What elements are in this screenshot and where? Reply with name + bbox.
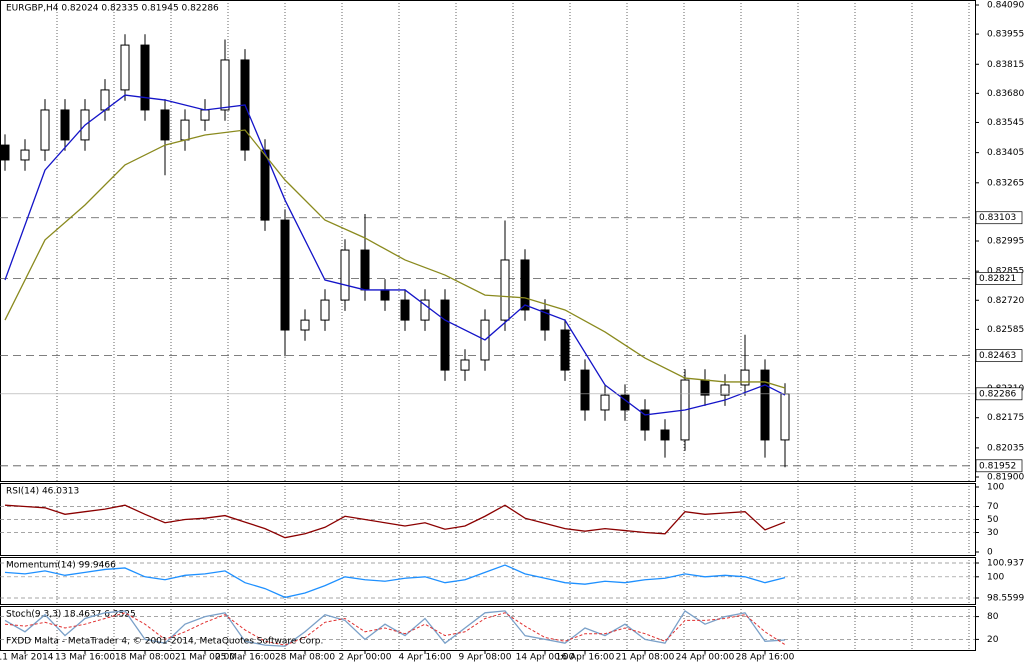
current-price-label: 0.82286	[979, 389, 1016, 399]
candle-body	[460, 359, 470, 371]
price-label: 0.82463	[979, 351, 1016, 361]
y-tick-label: 0.82995	[987, 237, 1024, 247]
x-tick-label: 24 Apr 00:00	[676, 653, 735, 663]
candle-body	[540, 309, 550, 331]
price-label: 0.81952	[979, 461, 1016, 471]
candle-body	[520, 259, 530, 311]
candle-body	[600, 394, 610, 411]
indicator-title: EURGBP,H4 0.82024 0.82335 0.81945 0.8228…	[6, 4, 219, 14]
y-tick-label: 0.82585	[987, 325, 1024, 335]
candle-body	[0, 144, 10, 161]
candle-body	[120, 44, 130, 91]
price-label: 0.82821	[979, 274, 1016, 284]
y-tick-label: 0.83405	[987, 148, 1024, 158]
moving-average	[4, 129, 786, 389]
y-tick-label: 70	[987, 502, 999, 512]
candle-body	[100, 89, 110, 111]
x-tick-label: 14 Apr 00:00	[516, 653, 575, 663]
candle-body	[340, 249, 350, 301]
candle-body	[20, 149, 30, 161]
stochastic-line	[4, 612, 786, 646]
price-label-box	[975, 349, 1023, 363]
candle-body	[60, 109, 70, 141]
candle-body	[140, 44, 150, 111]
y-tick-label: 0.83265	[987, 178, 1024, 188]
candle-body	[760, 369, 770, 441]
candle-body	[780, 393, 790, 441]
candle-body	[700, 379, 710, 396]
price-label: 0.83103	[979, 213, 1016, 223]
indicator-line	[4, 564, 786, 599]
y-tick-label: 0.83680	[987, 89, 1024, 99]
candle-body	[720, 384, 730, 396]
moving-average	[4, 94, 786, 416]
y-tick-label: 50	[987, 515, 999, 525]
x-tick-label: 21 Mar 00:00	[175, 653, 235, 663]
y-tick-label: 0	[987, 548, 993, 558]
price-label-box	[975, 211, 1023, 225]
y-tick-label: 100.9379	[987, 558, 1024, 568]
indicator-title: Momentum(14) 99.9466	[6, 561, 116, 571]
y-tick-label: 0.83815	[987, 60, 1024, 70]
footer-credit: FXDD Malta - MetaTrader 4, © 2001-2014, …	[6, 637, 323, 647]
x-tick-label: 13 Mar 16:00	[55, 653, 115, 663]
pane-frame	[0, 606, 976, 651]
candle-body	[740, 369, 750, 386]
x-tick-label: 18 Mar 08:00	[115, 653, 175, 663]
x-tick-label: 16 Apr 16:00	[556, 653, 615, 663]
x-tick-label: 21 Apr 08:00	[616, 653, 675, 663]
candle-body	[280, 219, 290, 331]
candle-body	[300, 319, 310, 331]
candle-body	[220, 59, 230, 111]
x-tick-label: 28 Mar 08:00	[275, 653, 335, 663]
indicator-title: RSI(14) 46.0313	[6, 487, 79, 497]
x-tick-label: 11 Mar 2014	[0, 653, 54, 663]
candle-body	[400, 299, 410, 321]
x-tick-label: 25 Mar 16:00	[215, 653, 275, 663]
x-tick-label: 9 Apr 08:00	[459, 653, 512, 663]
y-tick-label: 100	[987, 572, 1004, 582]
y-tick-label: 0.82035	[987, 443, 1024, 453]
candle-body	[260, 149, 270, 221]
price-label-box	[975, 272, 1023, 285]
candle-body	[420, 299, 430, 321]
y-tick-label: 0.82175	[987, 413, 1024, 423]
pane-frame	[0, 557, 976, 605]
candle-body	[160, 109, 170, 141]
y-tick-label: 0.82855	[987, 267, 1024, 277]
candle-body	[580, 369, 590, 411]
x-tick-label: 2 Apr 00:00	[339, 653, 392, 663]
indicator-line	[4, 504, 786, 539]
stochastic-line	[4, 609, 786, 647]
candle-body	[640, 409, 650, 431]
y-tick-label: 20	[987, 635, 999, 645]
y-tick-label: 0.81900	[987, 473, 1024, 483]
y-tick-label: 0.83545	[987, 118, 1024, 128]
candle-body	[440, 299, 450, 371]
x-tick-label: 4 Apr 16:00	[399, 653, 452, 663]
candle-body	[40, 109, 50, 151]
y-tick-label: 100	[987, 483, 1004, 493]
y-tick-label: 0.83955	[987, 30, 1024, 40]
indicator-title: Stoch(9,3,3) 18.4637 6.2525	[6, 610, 136, 620]
y-tick-label: 98.5599	[987, 593, 1024, 603]
candle-body	[380, 289, 390, 301]
y-tick-label: 0.84090	[987, 1, 1024, 11]
candle-body	[360, 249, 370, 291]
price-label-box	[975, 459, 1023, 473]
current-price-box	[975, 387, 1023, 401]
y-tick-label: 80	[987, 612, 999, 622]
candle-body	[320, 299, 330, 321]
candle-body	[500, 259, 510, 321]
x-tick-label: 28 Apr 16:00	[736, 653, 795, 663]
candle-body	[560, 329, 570, 371]
candle-body	[200, 109, 210, 121]
candle-body	[180, 119, 190, 141]
y-tick-label: 0.82720	[987, 296, 1024, 306]
y-tick-label: 30	[987, 528, 999, 538]
candle-body	[660, 429, 670, 441]
